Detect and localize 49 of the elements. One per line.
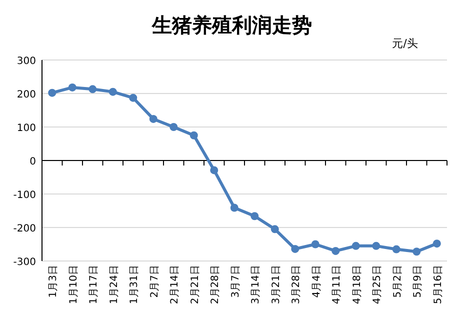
point	[190, 131, 198, 140]
point	[270, 225, 279, 234]
y-tick-label: 200	[16, 90, 36, 100]
chart-title: 生猪养殖利润走势	[151, 13, 312, 37]
y-tick-label: -300	[13, 257, 36, 268]
x-tick-label: 4月11日	[332, 265, 343, 304]
x-tick-label: 5月16日	[432, 265, 444, 304]
point	[412, 248, 421, 256]
y-tick-label: 0	[30, 156, 36, 168]
point	[68, 83, 76, 92]
point	[129, 94, 138, 102]
x-tick-label: 2月7日	[149, 265, 160, 298]
x-tick-label: 1月3日	[48, 265, 60, 298]
x-tick-label: 3月28日	[291, 265, 302, 304]
x-tick-label: 4月25日	[372, 265, 384, 304]
point	[48, 88, 56, 97]
point	[332, 246, 340, 255]
x-tick-label: 3月14日	[250, 265, 262, 304]
x-tick-label: 2月14日	[170, 265, 181, 304]
x-tick-label: 5月9日	[412, 265, 424, 298]
x-tick-label: 1月24日	[108, 265, 120, 304]
point	[149, 114, 158, 123]
point	[311, 240, 320, 248]
point	[170, 123, 178, 131]
y-tick-label: 100	[16, 123, 36, 134]
x-tick-label: 1月10日	[68, 265, 80, 304]
x-tick-label: 5月2日	[392, 265, 404, 298]
point	[210, 166, 218, 174]
point	[230, 204, 238, 212]
point	[432, 240, 441, 248]
point	[372, 242, 380, 250]
point	[352, 242, 360, 250]
y-axis-title: 元/头	[392, 37, 418, 50]
x-tick-label: 4月18日	[352, 265, 363, 304]
x-tick-label: 1月31日	[129, 265, 140, 304]
x-tick-label: 3月7日	[230, 265, 242, 298]
x-tick-label: 4月4日	[311, 265, 322, 298]
x-tick-label: 3月21日	[270, 265, 282, 304]
x-tick-label: 2月28日	[210, 265, 222, 304]
point	[291, 244, 300, 253]
point	[108, 88, 117, 96]
x-tick-label: 2月21日	[190, 265, 201, 304]
y-tick-label: -100	[13, 190, 36, 201]
y-tick-label: -200	[13, 224, 36, 234]
point	[392, 245, 400, 254]
x-tick-label: 1月17日	[88, 265, 100, 304]
point	[250, 212, 259, 220]
y-tick-label: 300	[16, 56, 36, 67]
point	[88, 85, 97, 94]
